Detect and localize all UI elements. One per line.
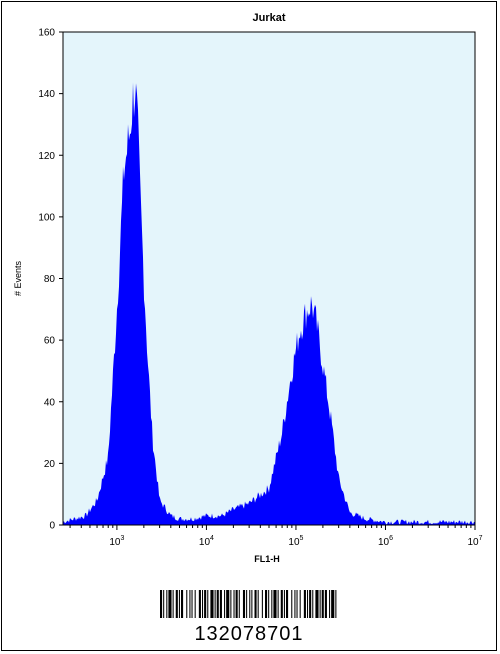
barcode-bar: [254, 590, 257, 618]
barcode-bar: [224, 590, 226, 618]
y-tick-label: 60: [44, 336, 56, 347]
chart-title: Jurkat: [252, 12, 285, 24]
barcode-bar: [261, 590, 263, 618]
barcode-bar: [189, 590, 191, 618]
barcode-bar: [168, 590, 172, 618]
x-tick-exponent: 7: [479, 535, 483, 542]
y-tick-label: 160: [38, 28, 55, 39]
barcode-bar: [194, 590, 196, 618]
y-tick-label: 40: [44, 397, 56, 408]
x-tick-base: 10: [378, 537, 390, 548]
x-tick-base: 10: [199, 537, 211, 548]
barcode-bars: [160, 590, 337, 618]
y-tick-label: 80: [44, 274, 56, 285]
barcode-bar: [186, 590, 188, 618]
x-tick-exponent: 4: [210, 535, 214, 542]
y-tick-label: 100: [38, 212, 55, 223]
y-tick-label: 20: [44, 459, 56, 470]
barcode-bar: [309, 590, 312, 618]
barcode-bar: [202, 590, 204, 618]
barcode-bar: [207, 590, 209, 618]
barcode-bar: [329, 590, 331, 618]
barcode-bar: [214, 590, 216, 618]
barcode-bar: [280, 590, 283, 618]
x-axis: 103 104 105 106 107: [69, 525, 483, 548]
x-tick-exponent: 3: [121, 535, 125, 542]
x-tick-label: 106: [378, 535, 393, 548]
barcode-bar: [303, 590, 306, 618]
barcode-bar: [172, 590, 174, 618]
barcode-bar: [175, 590, 178, 618]
barcode-bar: [324, 590, 327, 618]
histogram-area: [63, 82, 475, 525]
barcode-bar: [335, 590, 337, 618]
y-tick-label: 0: [49, 521, 55, 532]
barcode-bar: [273, 590, 277, 618]
barcode-bar: [181, 590, 184, 618]
barcode-bar: [283, 590, 285, 618]
y-axis-label: # Events: [13, 260, 23, 296]
barcode-bar: [265, 590, 268, 618]
barcode-bar: [319, 590, 321, 618]
barcode-bar: [178, 590, 180, 618]
barcode-bar: [321, 590, 324, 618]
barcode-bar: [331, 590, 335, 618]
barcode-bar: [226, 590, 230, 618]
barcode-bar: [271, 590, 273, 618]
barcode-bar: [160, 590, 163, 618]
barcode-bar: [210, 590, 214, 618]
barcode-bar: [219, 590, 222, 618]
barcode-bar: [249, 590, 251, 618]
barcode-bar: [296, 590, 298, 618]
x-tick-label: 105: [288, 535, 303, 548]
barcode-bar: [216, 590, 219, 618]
barcode-bar: [312, 590, 314, 618]
x-tick-base: 10: [467, 537, 479, 548]
barcode-bar: [163, 590, 165, 618]
barcode-bar: [299, 590, 301, 618]
x-tick-base: 10: [288, 537, 300, 548]
x-tick-label: 107: [467, 535, 482, 548]
y-tick-label: 140: [38, 89, 55, 100]
barcode-number: 132078701: [194, 623, 303, 645]
x-tick-label: 103: [109, 535, 124, 548]
barcode-bar: [204, 590, 207, 618]
barcode-bar: [235, 590, 238, 618]
barcode-bar: [233, 590, 235, 618]
barcode-bar: [268, 590, 270, 618]
barcode-bar: [191, 590, 193, 618]
x-tick-exponent: 6: [389, 535, 393, 542]
barcode-bar: [230, 590, 232, 618]
barcode-bar: [286, 590, 289, 618]
barcode-bar: [246, 590, 248, 618]
barcode-bar: [166, 590, 168, 618]
barcode-bar: [251, 590, 253, 618]
x-tick-exponent: 5: [300, 535, 304, 542]
barcode-bar: [291, 590, 293, 618]
barcode-bar: [277, 590, 279, 618]
x-tick-label: 104: [199, 535, 214, 548]
barcode-bar: [198, 590, 201, 618]
y-axis: 0 20 40 60 80 100 120 140 160: [38, 28, 63, 532]
y-tick-label: 120: [38, 151, 55, 162]
barcode-bar: [315, 590, 319, 618]
barcode-bar: [307, 590, 309, 618]
barcode-bar: [238, 590, 240, 618]
x-tick-base: 10: [109, 537, 121, 548]
barcode-bar: [294, 590, 296, 618]
barcode-bar: [242, 590, 246, 618]
x-axis-label: FL1-H: [254, 554, 280, 564]
barcode-bar: [257, 590, 259, 618]
